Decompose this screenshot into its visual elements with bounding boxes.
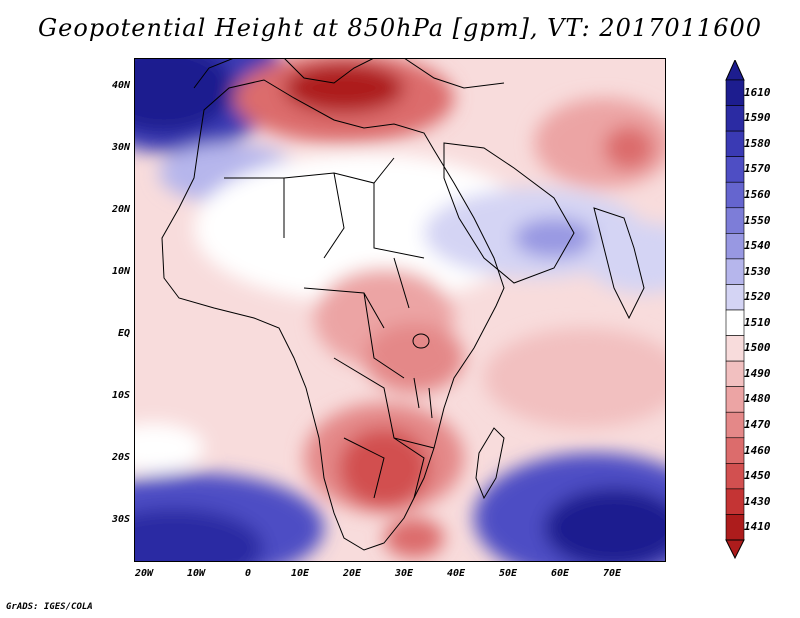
- colorbar-label: 1490: [744, 366, 771, 380]
- map-title: Geopotential Height at 850hPa [gpm], VT:…: [38, 14, 762, 42]
- map-frame: [134, 58, 666, 562]
- colorbar-label: 1450: [744, 469, 771, 483]
- field-shading: [134, 58, 666, 562]
- coastlines: [161, 58, 645, 551]
- colorbar-swatch: [725, 233, 745, 260]
- lon-tick-label: 10W: [186, 568, 206, 579]
- colorbar-label: 1470: [744, 418, 771, 431]
- colorbar-swatch: [725, 335, 745, 362]
- lon-tick-label: 60E: [550, 568, 570, 579]
- colorbar-label: 1530: [744, 264, 771, 278]
- colorbar-label: 1500: [744, 341, 771, 355]
- lat-tick-label: 40N: [111, 80, 130, 91]
- colorbar-label: 1570: [744, 162, 771, 176]
- colorbar-swatch: [725, 309, 745, 336]
- colorbar-swatch: [725, 488, 745, 515]
- colorbar-label: 1540: [744, 239, 771, 253]
- lon-tick-label: 30E: [394, 568, 414, 579]
- colorbar-swatch: [725, 207, 745, 234]
- lon-tick-label: 20W: [134, 568, 154, 579]
- map-field: [134, 58, 666, 562]
- colorbar-swatch: [725, 258, 745, 285]
- colorbar-swatch: [725, 514, 745, 541]
- lon-tick-label: 10E: [290, 568, 310, 579]
- map-panel: [134, 58, 666, 562]
- colorbar-label: 1590: [744, 111, 771, 125]
- footer-credit: GrADS: IGES/COLA: [6, 602, 93, 612]
- lat-tick-label: 20N: [111, 204, 130, 215]
- lon-tick-label: 20E: [342, 568, 362, 579]
- colorbar-label: 1510: [744, 315, 771, 329]
- colorbar-swatch: [725, 105, 745, 132]
- colorbar-swatch: [725, 156, 745, 183]
- lat-tick-label: 20S: [111, 452, 130, 463]
- lon-tick-label: 70E: [602, 568, 622, 579]
- colorbar-arrow-bottom: [725, 539, 745, 560]
- colorbar-label: 1520: [744, 290, 771, 304]
- colorbar-swatch: [725, 181, 745, 209]
- colorbar-label: 1430: [744, 494, 771, 508]
- lat-tick-label: 30N: [111, 142, 130, 153]
- colorbar-swatch: [725, 360, 745, 387]
- colorbar-label: 1560: [744, 188, 771, 201]
- colorbar-label: 1610: [744, 85, 771, 99]
- colorbar-swatch: [725, 130, 745, 157]
- colorbar-swatch: [725, 437, 745, 464]
- lat-tick-label: 10N: [111, 266, 130, 277]
- colorbar-swatch: [725, 284, 745, 311]
- colorbar-swatch: [725, 79, 745, 106]
- lat-tick-label: EQ: [117, 328, 130, 339]
- lon-tick-label: 40E: [446, 568, 466, 579]
- colorbar: [725, 60, 745, 560]
- lon-tick-label: 50E: [498, 568, 518, 579]
- colorbar-label: 1480: [744, 392, 771, 406]
- lat-tick-label: 30S: [111, 514, 130, 525]
- colorbar-label: 1550: [744, 213, 771, 227]
- colorbar-swatch: [725, 411, 745, 439]
- colorbar-swatch: [725, 463, 745, 490]
- colorbar-label: 1580: [744, 136, 771, 150]
- lat-tick-label: 10S: [111, 390, 130, 401]
- colorbar-label: 1460: [744, 443, 771, 457]
- colorbar-swatch: [725, 386, 745, 413]
- colorbar-arrow-top: [725, 60, 745, 81]
- colorbar-label: 1410: [744, 520, 771, 534]
- lon-tick-label: 0: [244, 568, 252, 579]
